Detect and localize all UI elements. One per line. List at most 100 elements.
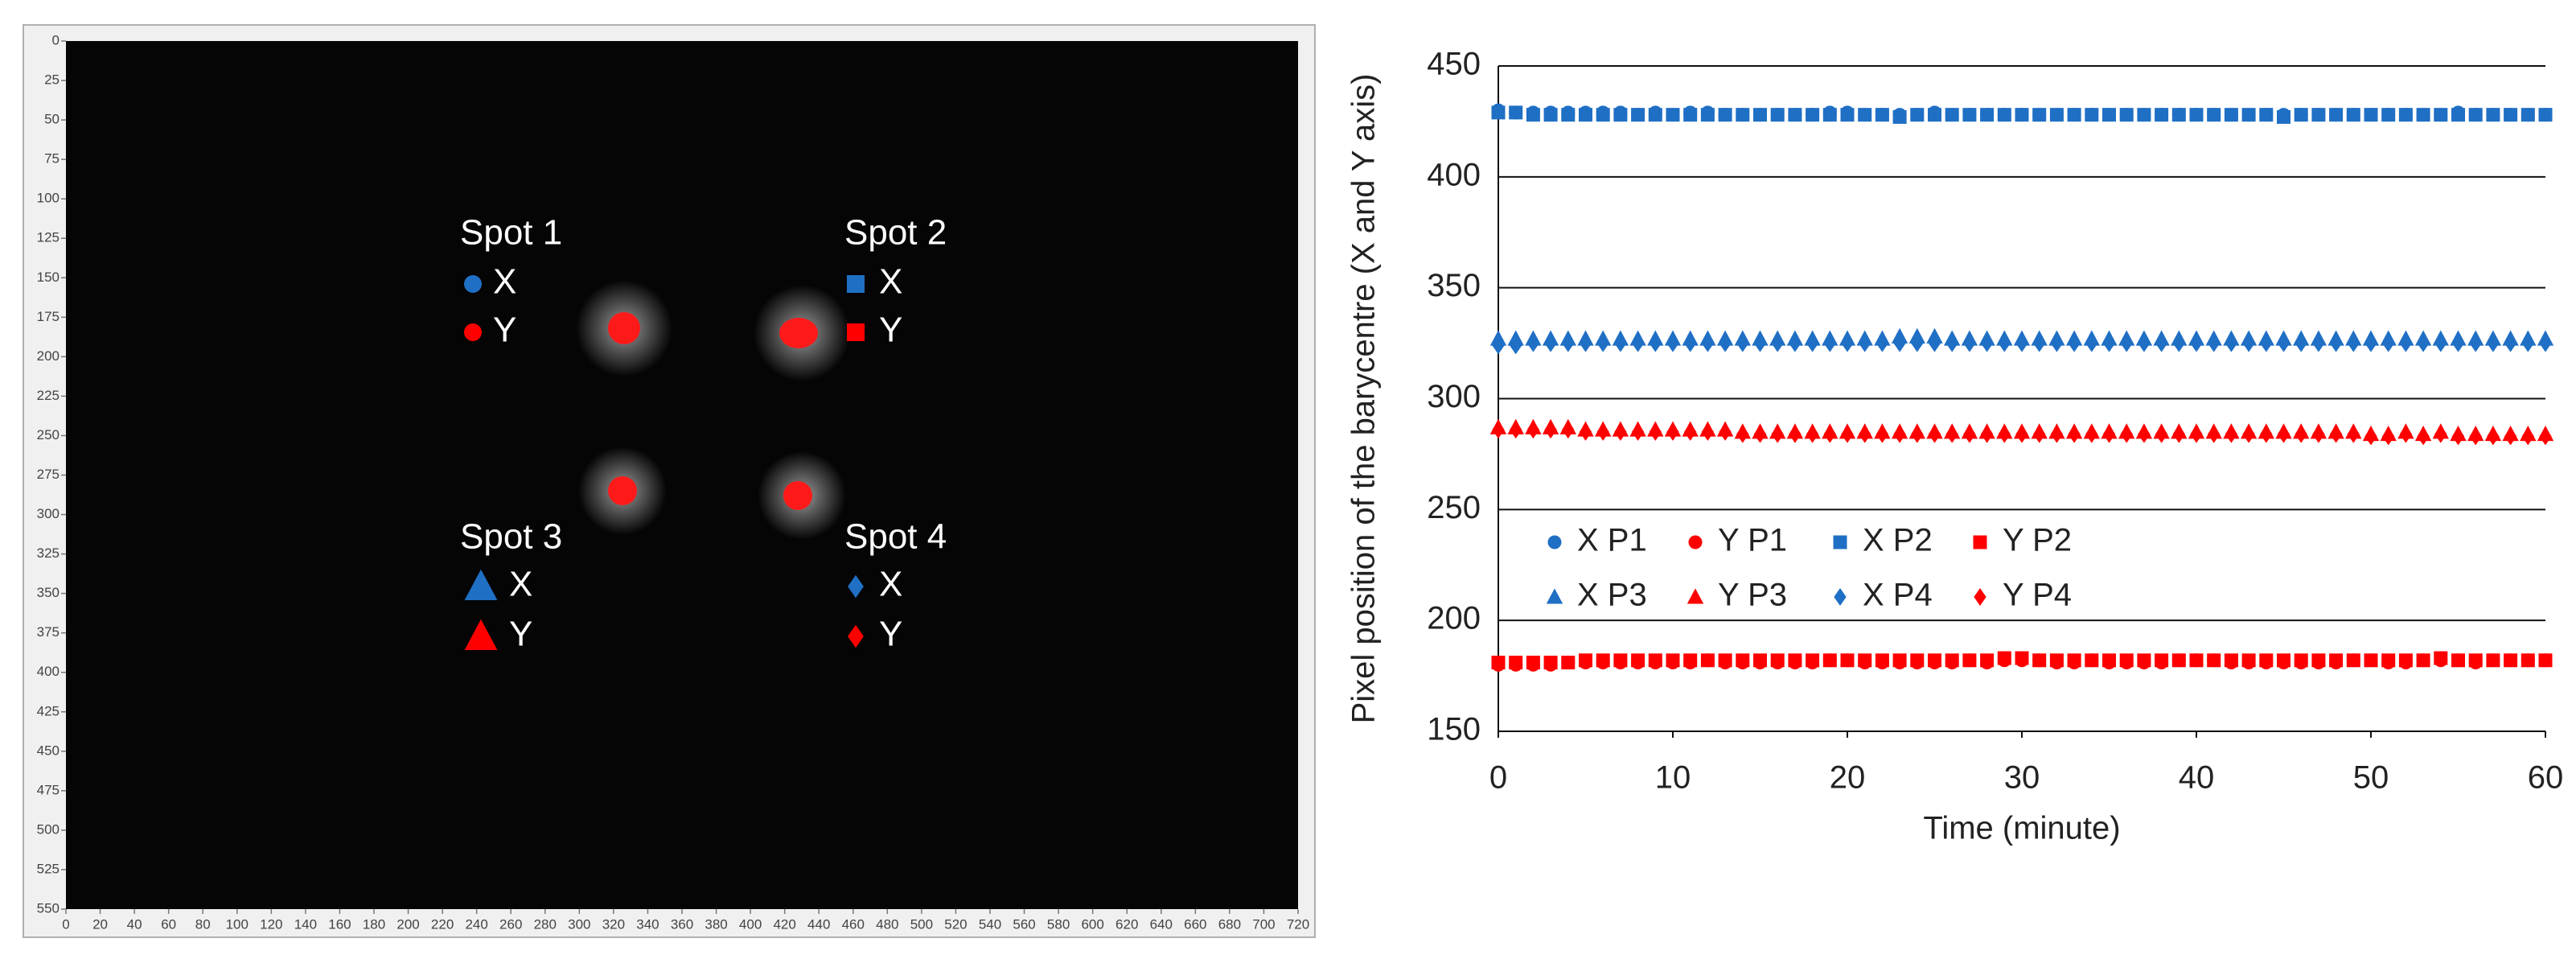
point bbox=[1753, 653, 1767, 668]
point bbox=[2242, 334, 2255, 352]
point bbox=[1579, 653, 1592, 668]
point bbox=[2015, 651, 2029, 665]
point bbox=[2539, 334, 2552, 352]
point bbox=[1544, 421, 1557, 439]
point bbox=[1526, 334, 1540, 352]
point bbox=[1684, 422, 1697, 441]
point bbox=[1648, 108, 1662, 122]
x-tick-label: 400 bbox=[739, 916, 762, 932]
point bbox=[2451, 653, 2465, 668]
point bbox=[2208, 334, 2221, 352]
point bbox=[2277, 425, 2290, 443]
x-tick-label: 60 bbox=[161, 916, 176, 932]
point bbox=[1753, 334, 1767, 352]
point bbox=[1561, 108, 1576, 122]
point bbox=[1736, 425, 1749, 443]
point bbox=[1543, 108, 1558, 122]
y-tick-label: 425 bbox=[37, 703, 60, 718]
point bbox=[1510, 336, 1522, 355]
spot-marker bbox=[464, 569, 498, 600]
point bbox=[2469, 427, 2482, 446]
point bbox=[2085, 653, 2099, 668]
spot-label: Spot 3 bbox=[460, 517, 562, 557]
point bbox=[1666, 422, 1679, 441]
x-tick-label: 640 bbox=[1150, 916, 1173, 932]
x-tick-label: 140 bbox=[294, 916, 317, 932]
point bbox=[1718, 653, 1732, 668]
point bbox=[2242, 425, 2255, 443]
x-tick-label: 660 bbox=[1184, 916, 1206, 932]
y-tick-label: 175 bbox=[37, 309, 60, 324]
point bbox=[2347, 425, 2360, 443]
spot-x-label: X bbox=[509, 565, 532, 604]
x-tick-label: 320 bbox=[602, 916, 625, 932]
point bbox=[1701, 334, 1715, 352]
y-tick-label: 300 bbox=[37, 506, 60, 521]
point bbox=[2364, 334, 2377, 352]
point bbox=[2451, 334, 2465, 352]
point bbox=[2049, 653, 2064, 668]
point bbox=[1892, 109, 1907, 124]
x-tick-label: 260 bbox=[499, 916, 522, 932]
point bbox=[2119, 108, 2134, 122]
point bbox=[1736, 108, 1750, 122]
point bbox=[2451, 108, 2465, 122]
point bbox=[2224, 653, 2238, 668]
y-axis-title: Pixel position of the barycentre (X and … bbox=[1346, 74, 1382, 724]
x-tick-label: 80 bbox=[195, 916, 211, 932]
point bbox=[1998, 425, 2011, 443]
spot bbox=[608, 312, 640, 344]
point bbox=[1962, 108, 1977, 122]
point bbox=[2120, 334, 2133, 352]
spot-x-label: X bbox=[879, 262, 902, 302]
point bbox=[1789, 334, 1802, 352]
point bbox=[1666, 653, 1680, 668]
y-tick-label: 300 bbox=[1427, 379, 1481, 414]
point bbox=[2382, 427, 2395, 446]
point bbox=[1700, 653, 1715, 668]
point bbox=[2311, 108, 2326, 122]
y-tick-label: 150 bbox=[37, 270, 60, 285]
point bbox=[1719, 334, 1732, 352]
point bbox=[1700, 108, 1715, 122]
legend-marker bbox=[1687, 588, 1704, 604]
y-tick-label: 500 bbox=[37, 821, 60, 837]
legend-label: Y P4 bbox=[2003, 578, 2072, 613]
point bbox=[2381, 653, 2396, 668]
point bbox=[1631, 334, 1645, 352]
point bbox=[2416, 653, 2430, 668]
point bbox=[2521, 427, 2534, 446]
x-tick-label: 0 bbox=[1489, 760, 1507, 796]
point bbox=[1945, 653, 1959, 668]
x-axis-title: Time (minute) bbox=[1923, 811, 2120, 846]
point bbox=[2329, 425, 2343, 443]
legend-label: X P1 bbox=[1577, 523, 1647, 558]
point bbox=[1596, 422, 1609, 441]
y-tick-label: 250 bbox=[37, 427, 60, 442]
point bbox=[1928, 425, 1941, 443]
point bbox=[2398, 653, 2413, 668]
point bbox=[2329, 108, 2344, 122]
y-tick-label: 350 bbox=[1427, 268, 1481, 303]
point bbox=[1892, 653, 1907, 668]
point bbox=[1806, 653, 1820, 668]
point bbox=[1579, 334, 1592, 352]
y-tick-label: 475 bbox=[37, 782, 60, 797]
x-tick-label: 30 bbox=[2004, 760, 2040, 796]
point bbox=[2346, 653, 2360, 668]
legend-label: Y P1 bbox=[1718, 523, 1787, 558]
point bbox=[1770, 108, 1785, 122]
point bbox=[2172, 425, 2185, 443]
point bbox=[1770, 653, 1785, 668]
point bbox=[1718, 108, 1732, 122]
point bbox=[2538, 108, 2553, 122]
point bbox=[2068, 425, 2081, 443]
legend-marker bbox=[1974, 587, 1986, 607]
x-tick-label: 20 bbox=[92, 916, 108, 932]
spots bbox=[576, 280, 850, 540]
spot bbox=[779, 318, 818, 348]
legend-marker bbox=[1833, 535, 1847, 549]
y-tick-label: 200 bbox=[37, 348, 60, 364]
x-tick-label: 180 bbox=[363, 916, 385, 932]
